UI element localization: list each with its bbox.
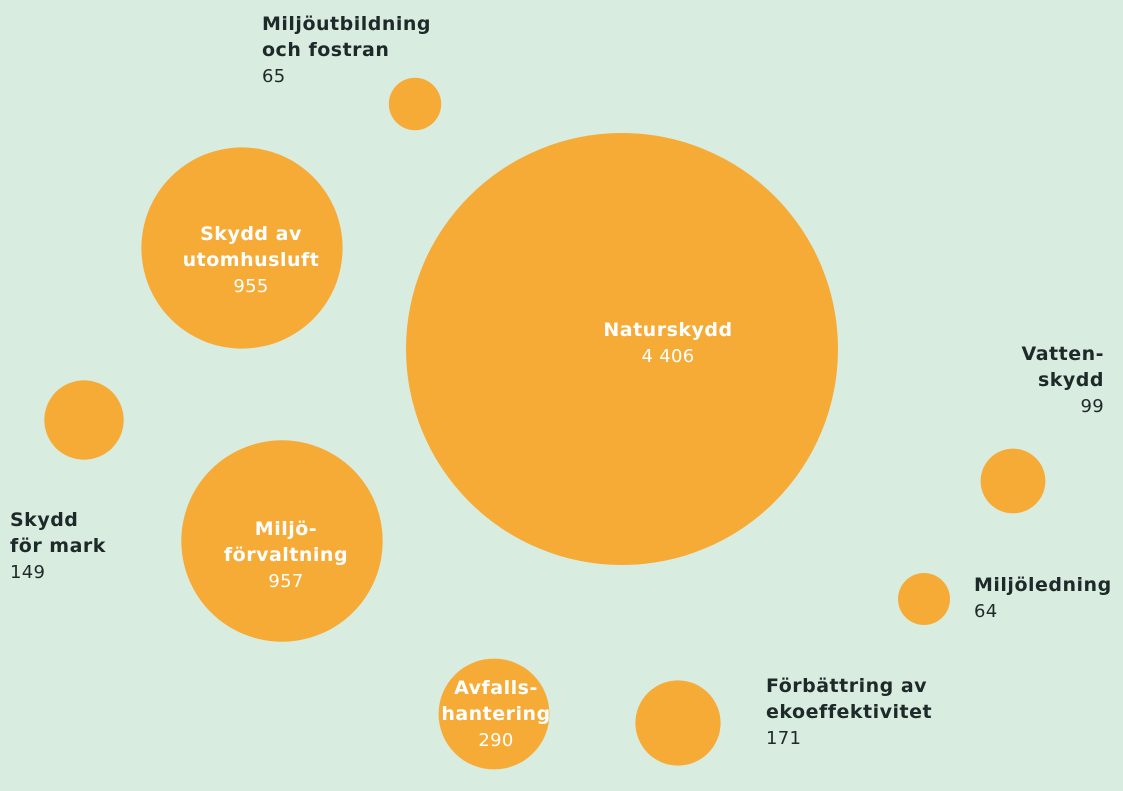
bubble-skydd-för-mark — [44, 380, 124, 460]
bubble-name-line: förvaltning — [224, 544, 348, 566]
bubble-group-skydd-av-utomhusluft: Skydd av utomhusluft 955 — [141, 147, 343, 349]
bubble-name-line: för mark — [10, 535, 106, 557]
bubble-name-line: utomhusluft — [183, 249, 320, 271]
bubble-label-förbättring-av-ekoeffektivitet: Förbättring av ekoeffektivitet 171 — [766, 675, 932, 749]
bubble-label-miljöledning: Miljöledning 64 — [974, 574, 1112, 622]
bubble-name-line: Vatten- — [1022, 343, 1104, 365]
bubble-value: 290 — [478, 730, 513, 751]
bubble-name-line: Avfalls- — [454, 677, 538, 699]
bubble-value: 65 — [262, 66, 286, 87]
bubble-label-avfalls-hantering: Avfalls-hantering 290 — [441, 677, 550, 751]
bubble-name-line: Miljöledning — [974, 574, 1112, 596]
bubble-name-line: och fostran — [262, 39, 389, 61]
bubble-miljöutbildning-och-fostran — [388, 77, 442, 131]
bubble-vatten-skydd — [980, 448, 1046, 514]
bubble-avfalls-hantering — [438, 658, 550, 770]
bubble-label-skydd-för-mark: Skydd för mark 149 — [10, 509, 106, 583]
bubble-name-line: Miljö- — [255, 518, 317, 540]
bubble-name-line: hantering — [441, 703, 550, 725]
bubble-group-skydd-för-mark: Skydd för mark 149 — [10, 380, 124, 583]
bubble-skydd-av-utomhusluft — [141, 147, 343, 349]
bubble-label-miljöutbildning-och-fostran: Miljöutbildning och fostran 65 — [262, 13, 431, 87]
bubble-label-vatten-skydd: Vatten-skydd 99 — [1022, 343, 1104, 417]
bubble-group-naturskydd: Naturskydd 4 406 — [406, 133, 838, 565]
bubble-label-skydd-av-utomhusluft: Skydd av utomhusluft 955 — [183, 223, 320, 297]
bubble-name-line: Miljöutbildning — [262, 13, 431, 35]
bubble-group-miljöutbildning-och-fostran: Miljöutbildning och fostran 65 — [262, 13, 442, 131]
bubble-label-miljö-förvaltning: Miljö-förvaltning 957 — [224, 518, 348, 592]
bubble-group-vatten-skydd: Vatten-skydd 99 — [980, 343, 1104, 514]
bubble-name-line: Naturskydd — [603, 319, 732, 341]
bubble-name-line: ekoeffektivitet — [766, 701, 932, 723]
bubble-value: 64 — [974, 601, 998, 622]
bubble-miljöledning — [898, 573, 950, 625]
bubble-group-förbättring-av-ekoeffektivitet: Förbättring av ekoeffektivitet 171 — [635, 675, 932, 766]
bubble-group-avfalls-hantering: Avfalls-hantering 290 — [438, 658, 550, 770]
bubble-name-line: skydd — [1038, 369, 1104, 391]
bubble-group-miljöledning: Miljöledning 64 — [898, 573, 1112, 625]
bubble-group-miljö-förvaltning: Miljö-förvaltning 957 — [181, 440, 383, 642]
bubble-value: 4 406 — [641, 346, 694, 367]
bubble-label-naturskydd: Naturskydd 4 406 — [603, 319, 732, 367]
bubble-name-line: Skydd av — [200, 223, 302, 245]
bubble-förbättring-av-ekoeffektivitet — [635, 680, 721, 766]
bubble-value: 149 — [10, 562, 45, 583]
bubble-name-line: Skydd — [10, 509, 78, 531]
bubble-naturskydd — [406, 133, 838, 565]
bubble-miljö-förvaltning — [181, 440, 383, 642]
bubble-value: 957 — [268, 571, 303, 592]
bubble-value: 99 — [1080, 396, 1104, 417]
bubble-value: 171 — [766, 728, 801, 749]
bubble-name-line: Förbättring av — [766, 675, 927, 697]
bubble-value: 955 — [233, 276, 268, 297]
